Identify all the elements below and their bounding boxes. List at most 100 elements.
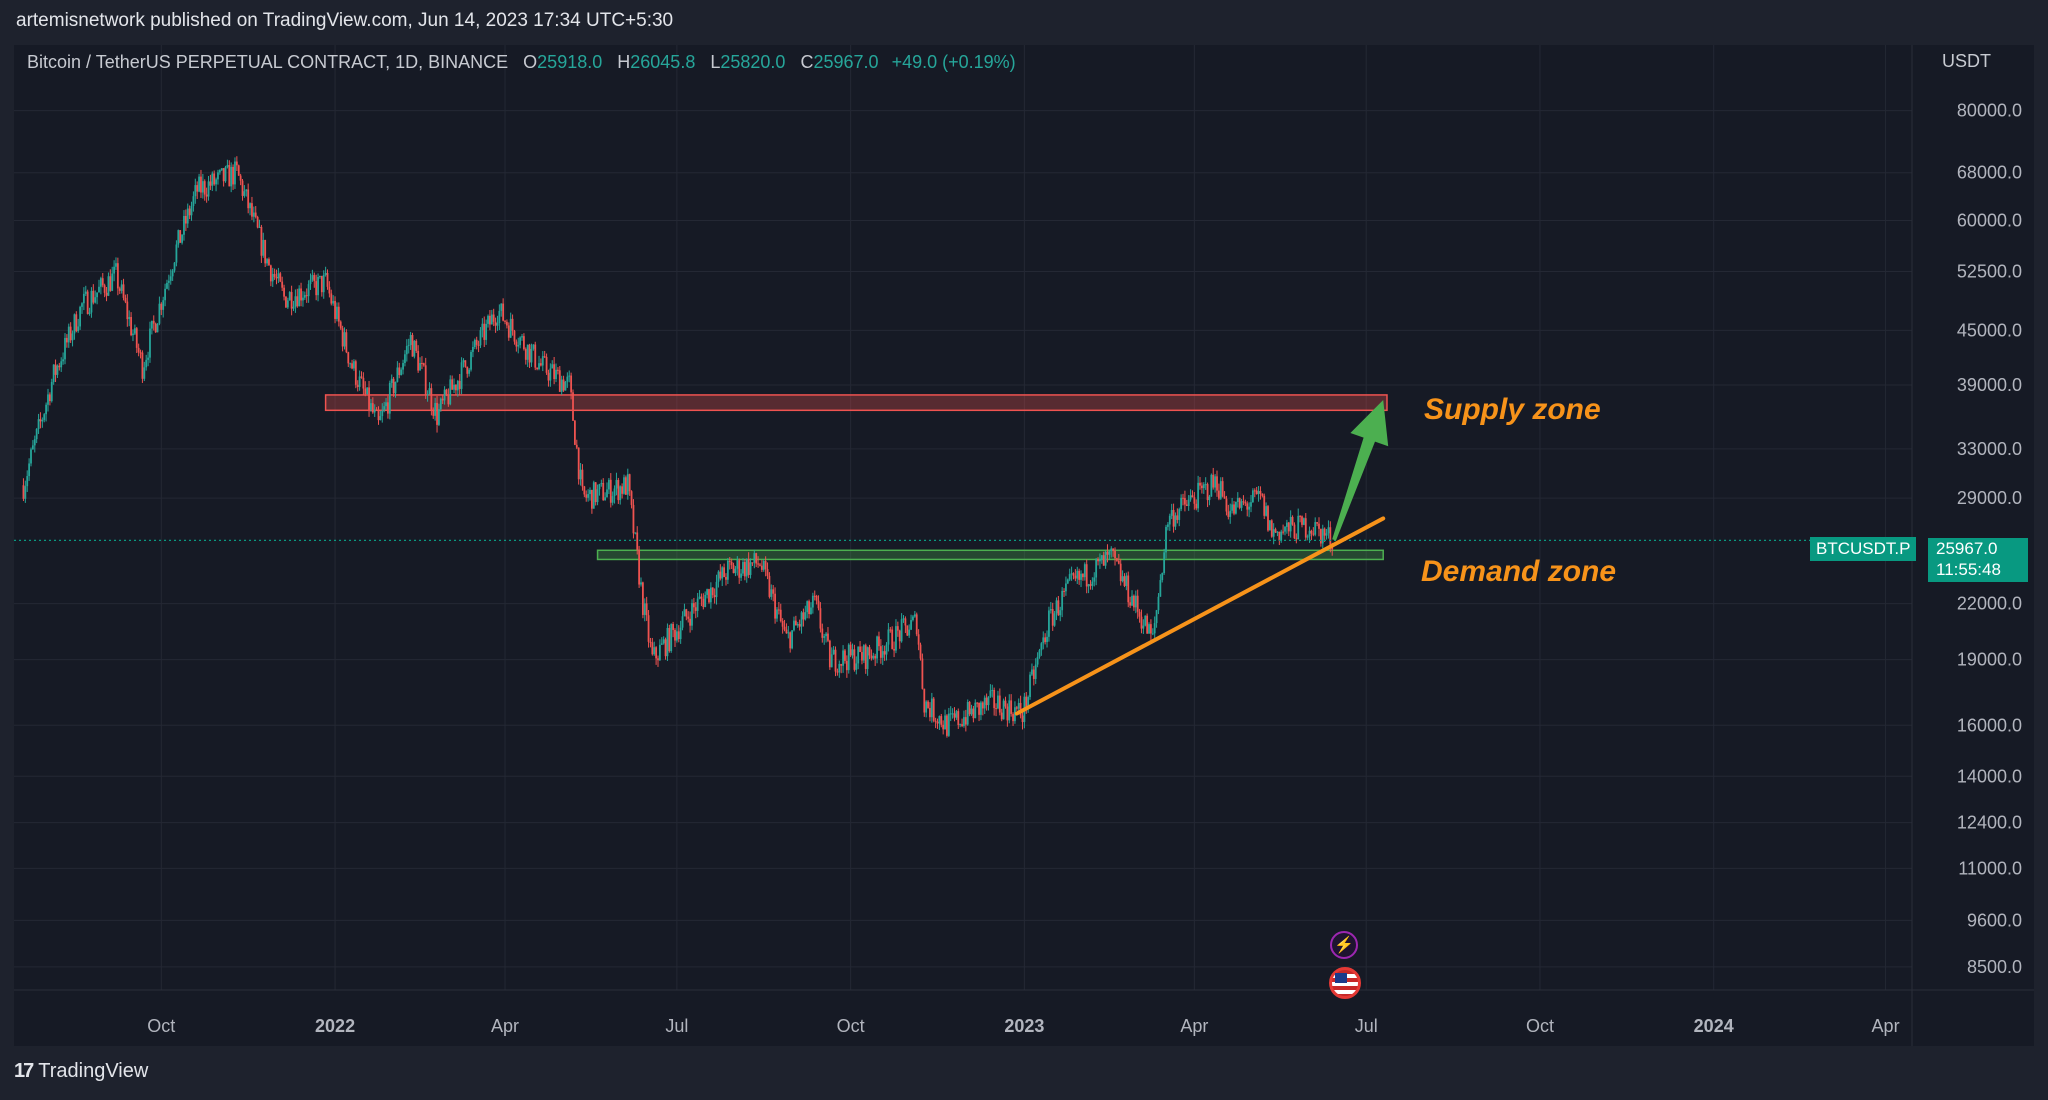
candle-body bbox=[417, 350, 420, 371]
candle-body bbox=[122, 284, 125, 298]
candle-body bbox=[269, 265, 272, 282]
price-chart[interactable]: 80000.0 68000.0 60000.0 52500.0 45000.0 39000… bbox=[14, 45, 2034, 1046]
candle-body bbox=[1066, 579, 1069, 584]
candle-body bbox=[524, 349, 527, 360]
candle-body bbox=[959, 724, 962, 726]
candle-body bbox=[1082, 573, 1084, 578]
chart-panel[interactable]: 80000.0 68000.0 60000.0 52500.0 45000.0 39000… bbox=[14, 45, 2034, 1046]
candle-body bbox=[800, 612, 803, 627]
candle-body bbox=[1172, 509, 1175, 527]
candle-body bbox=[1195, 503, 1198, 509]
candle-body bbox=[404, 354, 406, 364]
ohlc-legend: Bitcoin / TetherUS PERPETUAL CONTRACT, 1… bbox=[27, 52, 1016, 73]
candle-body bbox=[451, 379, 454, 390]
candle-body bbox=[1308, 530, 1311, 537]
candle-body bbox=[889, 629, 892, 631]
candle-body bbox=[575, 444, 578, 448]
candle-body bbox=[613, 488, 616, 497]
candle-body bbox=[351, 363, 353, 369]
candle-body bbox=[109, 276, 112, 291]
candle-body bbox=[747, 559, 750, 575]
candle-body bbox=[1246, 503, 1249, 510]
candle-body bbox=[192, 196, 195, 207]
candle-body bbox=[660, 643, 663, 645]
candle-body bbox=[641, 582, 644, 615]
candle-body bbox=[506, 321, 508, 326]
candle-body bbox=[1210, 474, 1213, 497]
candle-body bbox=[135, 328, 138, 348]
candle-body bbox=[496, 323, 499, 326]
candle-body bbox=[1229, 510, 1232, 517]
candle-body bbox=[1146, 615, 1149, 634]
currency-label[interactable]: USDT bbox=[1942, 51, 1991, 71]
candle-body bbox=[623, 477, 625, 494]
candle-body bbox=[445, 389, 448, 395]
candle-body bbox=[1036, 656, 1039, 665]
candle-body bbox=[1167, 524, 1169, 527]
candle-body bbox=[407, 345, 410, 347]
candle-body bbox=[1038, 650, 1041, 657]
candle-body bbox=[517, 345, 520, 347]
candle-body bbox=[851, 649, 854, 656]
candle-body bbox=[845, 660, 848, 671]
candle-body bbox=[271, 273, 274, 282]
symbol-tag: BTCUSDT.P bbox=[1810, 537, 1917, 561]
candle-body bbox=[309, 279, 312, 285]
candle-body bbox=[198, 176, 200, 192]
candle-body bbox=[1208, 496, 1211, 501]
candle-body bbox=[205, 194, 208, 197]
lightning-icon[interactable]: ⚡ bbox=[1330, 931, 1358, 959]
candle-body bbox=[970, 708, 973, 715]
candle-body bbox=[515, 341, 518, 347]
candle-body bbox=[972, 708, 975, 719]
candle-body bbox=[913, 614, 916, 617]
candle-body bbox=[849, 644, 852, 656]
candle-body bbox=[624, 477, 627, 495]
candle-body bbox=[1240, 501, 1243, 508]
candle-body bbox=[1310, 530, 1313, 534]
price-tick-label: 12400.0 bbox=[1957, 813, 2022, 833]
candle-body bbox=[47, 394, 49, 405]
candle-body bbox=[162, 300, 165, 310]
candle-body bbox=[997, 695, 999, 709]
candle-body bbox=[453, 384, 455, 390]
candle-body bbox=[638, 549, 641, 585]
candle-body bbox=[164, 288, 166, 301]
candle-body bbox=[521, 336, 523, 338]
candle-body bbox=[222, 168, 225, 182]
candle-body bbox=[981, 702, 984, 709]
candle-body bbox=[1306, 536, 1309, 538]
candle-body bbox=[946, 715, 948, 736]
candle-body bbox=[43, 414, 46, 420]
candle-body bbox=[1267, 506, 1269, 531]
candle-body bbox=[264, 239, 267, 264]
candle-body bbox=[881, 651, 884, 658]
candle-body bbox=[828, 640, 831, 668]
candle-body bbox=[343, 332, 346, 347]
candle-body bbox=[551, 364, 554, 369]
candle-body bbox=[396, 367, 399, 382]
candle-body bbox=[426, 394, 429, 396]
candle-body bbox=[1042, 637, 1045, 644]
candle-body bbox=[1063, 590, 1065, 592]
candle-body bbox=[745, 559, 748, 577]
candle-body bbox=[923, 688, 926, 713]
candle-body bbox=[615, 479, 618, 489]
candle-body bbox=[864, 645, 867, 669]
candle-body bbox=[1201, 485, 1203, 489]
legend-open-label: O bbox=[523, 52, 538, 72]
candle-body bbox=[1253, 490, 1256, 492]
zones bbox=[324, 394, 1388, 561]
candle-body bbox=[832, 649, 835, 655]
candle-body bbox=[1119, 563, 1122, 582]
candle-body bbox=[813, 595, 816, 597]
candle-body bbox=[377, 410, 380, 421]
candle-body bbox=[1187, 499, 1190, 506]
us-flag-icon[interactable] bbox=[1329, 967, 1361, 999]
candle-body bbox=[951, 713, 954, 715]
candle-body bbox=[791, 630, 793, 649]
candle-body bbox=[1072, 573, 1075, 576]
candle-body bbox=[657, 658, 659, 661]
tradingview-logo[interactable]: 17 TradingView bbox=[14, 1060, 148, 1083]
candle-body bbox=[183, 215, 185, 235]
